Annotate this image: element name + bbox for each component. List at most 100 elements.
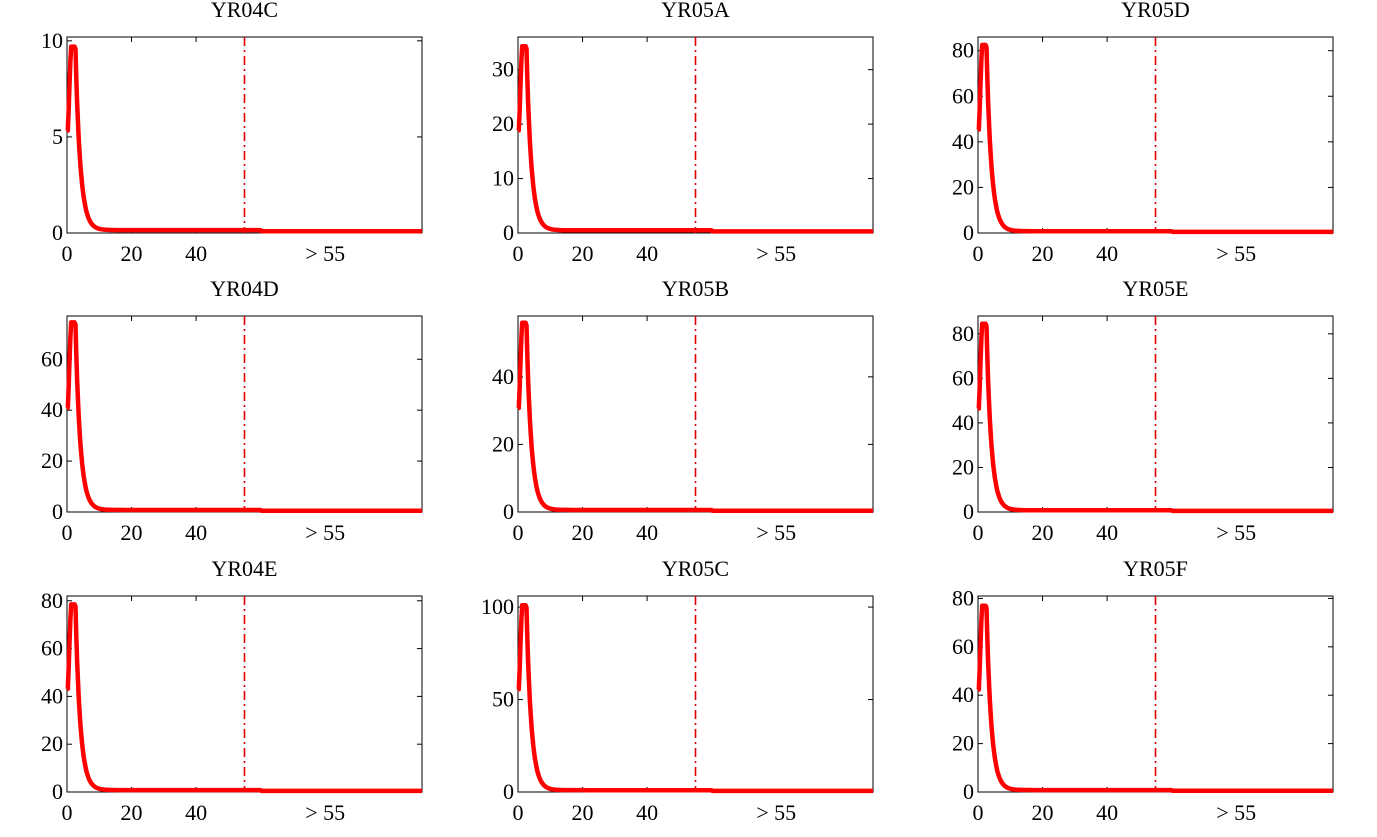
subplot-title: YR05C [662, 556, 729, 581]
x-tick-label: 40 [636, 520, 658, 545]
x-tick-label: 0 [62, 520, 73, 545]
y-tick-label: 40 [952, 682, 974, 707]
x-tick-label-overflow: > 55 [305, 800, 345, 825]
y-tick-label: 0 [503, 779, 514, 804]
y-tick-label: 20 [492, 111, 514, 136]
subplot-title: YR04E [212, 556, 278, 581]
x-tick-label-overflow: > 55 [1216, 241, 1256, 266]
x-tick-label: 0 [513, 800, 524, 825]
x-tick-label: 20 [1032, 241, 1054, 266]
x-tick-label-overflow: > 55 [1216, 800, 1256, 825]
y-tick-label: 0 [52, 779, 63, 804]
y-tick-label: 40 [41, 683, 63, 708]
y-tick-label: 20 [952, 731, 974, 756]
y-tick-label: 80 [952, 585, 974, 610]
y-tick-label: 20 [41, 448, 63, 473]
y-tick-label: 20 [952, 174, 974, 199]
x-tick-label: 20 [121, 520, 143, 545]
x-tick-label: 0 [513, 241, 524, 266]
density-curve [65, 320, 424, 514]
y-tick-label: 50 [492, 687, 514, 712]
x-tick-label: 40 [185, 800, 207, 825]
subplot-title: YR05A [661, 0, 730, 22]
x-tick-label: 0 [62, 241, 73, 266]
subplot-title: YR05E [1123, 276, 1189, 301]
x-tick-label: 0 [973, 520, 984, 545]
y-tick-label: 0 [503, 220, 514, 245]
y-tick-label: 40 [952, 410, 974, 435]
x-tick-label-overflow: > 55 [1216, 520, 1256, 545]
subplot: YR05F 0 20 40 60 80 0 20 40 > 55 [952, 556, 1335, 825]
x-tick-label: 40 [1096, 800, 1118, 825]
x-tick-label: 0 [973, 800, 984, 825]
x-tick-label: 20 [121, 241, 143, 266]
y-tick-label: 10 [492, 166, 514, 191]
x-tick-label-overflow: > 55 [756, 800, 796, 825]
x-tick-label: 0 [973, 241, 984, 266]
y-tick-label: 40 [41, 397, 63, 422]
subplot: YR05D 0 20 40 60 80 0 20 40 > 55 [952, 0, 1335, 266]
x-tick-label: 40 [1096, 520, 1118, 545]
subplot-title: YR04D [210, 276, 278, 301]
y-tick-label: 60 [41, 346, 63, 371]
density-curve [976, 42, 1335, 235]
y-tick-label: 0 [963, 499, 974, 524]
y-tick-label: 30 [492, 57, 514, 82]
x-tick-label-overflow: > 55 [305, 241, 345, 266]
y-tick-label: 100 [481, 594, 514, 619]
x-tick-label: 20 [1032, 800, 1054, 825]
y-tick-label: 80 [41, 588, 63, 613]
x-tick-label: 20 [121, 800, 143, 825]
density-curve [976, 321, 1335, 514]
x-tick-label: 20 [572, 520, 594, 545]
subplot-title: YR04C [211, 0, 278, 22]
x-tick-label: 40 [1096, 241, 1118, 266]
y-tick-label: 80 [952, 321, 974, 346]
x-tick-label: 0 [513, 520, 524, 545]
y-tick-label: 0 [963, 779, 974, 804]
y-tick-label: 10 [41, 28, 63, 53]
x-tick-label-overflow: > 55 [305, 520, 345, 545]
x-tick-label: 20 [572, 800, 594, 825]
subplot: YR05B 0 20 40 0 20 40 > 55 [492, 276, 875, 545]
y-tick-label: 0 [963, 220, 974, 245]
x-tick-label: 40 [185, 520, 207, 545]
x-tick-label: 0 [62, 800, 73, 825]
y-tick-label: 20 [41, 731, 63, 756]
x-tick-label-overflow: > 55 [756, 520, 796, 545]
subplot: YR05C 0 50 100 0 20 40 > 55 [481, 556, 875, 825]
density-curve [65, 44, 424, 234]
subplot: YR05A 0 10 20 30 0 20 40 > 55 [492, 0, 875, 266]
x-tick-label-overflow: > 55 [756, 241, 796, 266]
y-tick-label: 0 [503, 499, 514, 524]
y-tick-label: 60 [41, 636, 63, 661]
y-tick-label: 40 [492, 364, 514, 389]
subplot-title: YR05D [1121, 0, 1189, 22]
x-tick-label: 20 [1032, 520, 1054, 545]
x-tick-label: 40 [185, 241, 207, 266]
density-curve [516, 602, 875, 794]
y-tick-label: 20 [492, 431, 514, 456]
y-tick-label: 0 [52, 220, 63, 245]
subplot-title: YR05F [1123, 556, 1188, 581]
x-tick-label: 40 [636, 241, 658, 266]
y-tick-label: 60 [952, 365, 974, 390]
y-tick-label: 5 [52, 124, 63, 149]
x-tick-label: 40 [636, 800, 658, 825]
subplot: YR05E 0 20 40 60 80 0 20 40 > 55 [952, 276, 1335, 545]
density-curve [516, 44, 875, 234]
y-tick-label: 40 [952, 129, 974, 154]
x-tick-label: 20 [572, 241, 594, 266]
y-tick-label: 20 [952, 454, 974, 479]
subplot: YR04D 0 20 40 60 0 20 40 > 55 [41, 276, 424, 545]
y-tick-label: 0 [52, 499, 63, 524]
y-tick-label: 60 [952, 634, 974, 659]
subplot: YR04C 0 5 10 0 20 40 > 55 [41, 0, 424, 266]
density-curve [516, 320, 875, 514]
subplot-title: YR05B [662, 276, 729, 301]
subplot: YR04E 0 20 40 60 80 0 20 40 > 55 [41, 556, 424, 825]
density-curve [976, 603, 1335, 794]
y-tick-label: 80 [952, 38, 974, 63]
y-tick-label: 60 [952, 83, 974, 108]
